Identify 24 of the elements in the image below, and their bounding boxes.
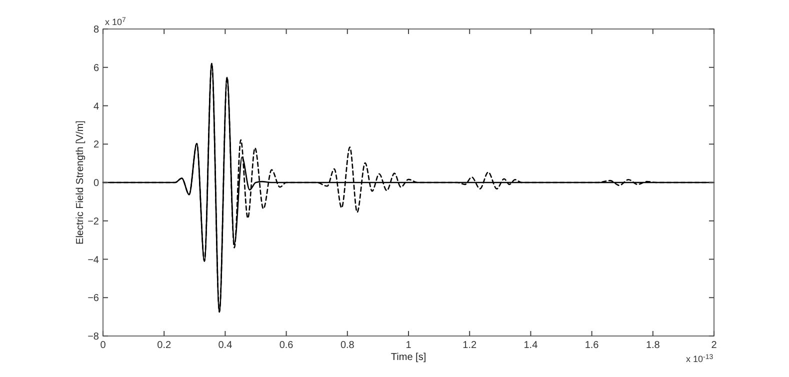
y-tick-label: 6 — [93, 62, 100, 74]
x-tick-label: 0.2 — [157, 340, 172, 351]
y-tick-label: −6 — [88, 293, 100, 304]
y-axis-title: Electric Field Strength [V/m] — [75, 120, 86, 244]
y-tick-label: 8 — [93, 24, 100, 36]
x-axis-title: Time [s] — [390, 352, 426, 363]
x-tick-label: 1 — [406, 340, 412, 351]
text: x 10$^{-13}$ — [686, 354, 714, 364]
y-tick-label: −4 — [88, 254, 100, 266]
text: x 10$^{7}$ — [105, 16, 126, 27]
x-tick-label: 0.8 — [340, 340, 355, 351]
x-tick-label: 1.4 — [524, 340, 538, 351]
x-tick-label: 1.6 — [584, 340, 600, 351]
y-tick-label: −8 — [88, 332, 100, 342]
y-tick-label: 0 — [93, 178, 100, 189]
x-tick-label: 0.6 — [279, 340, 294, 351]
x-tick-label: 1.2 — [462, 340, 477, 351]
y-tick-label: 2 — [93, 140, 100, 151]
x-tick-label: 1.8 — [646, 340, 660, 351]
x-tick-label: 0.4 — [218, 340, 233, 351]
x-tick-label: 0 — [100, 340, 106, 351]
y-tick-label: 4 — [93, 101, 100, 112]
x-tick-label: 2 — [711, 340, 718, 351]
y-tick-label: −2 — [88, 216, 100, 228]
